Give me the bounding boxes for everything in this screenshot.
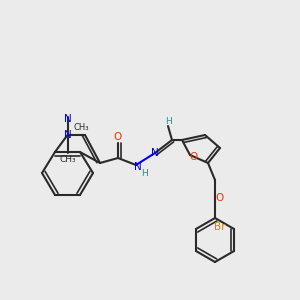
Text: O: O <box>215 193 223 203</box>
Text: O: O <box>114 132 122 142</box>
Text: N: N <box>64 114 71 124</box>
Text: CH₃: CH₃ <box>74 122 89 131</box>
Text: O: O <box>190 152 198 162</box>
Text: H: H <box>142 169 148 178</box>
Text: H: H <box>165 116 171 125</box>
Text: N: N <box>134 162 142 172</box>
Text: Br: Br <box>214 222 226 232</box>
Text: N: N <box>151 148 159 158</box>
Text: N: N <box>64 130 71 140</box>
Text: CH₃: CH₃ <box>59 155 76 164</box>
